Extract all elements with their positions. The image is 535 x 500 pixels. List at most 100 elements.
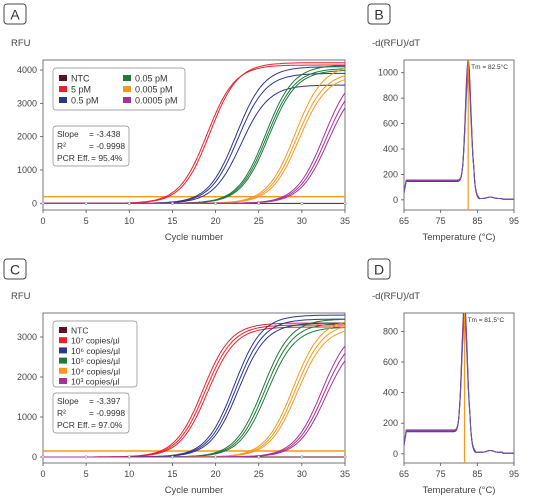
baseline-marker <box>170 201 174 205</box>
y-tick-label: 4000 <box>17 65 37 75</box>
amplification-curve <box>43 360 345 458</box>
baseline-marker <box>84 455 88 459</box>
x-tick-label: 20 <box>211 469 221 479</box>
stats-name: Slope <box>57 396 79 406</box>
baseline-marker <box>84 201 88 205</box>
panel-label-box <box>3 3 27 25</box>
x-tick-label: 5 <box>84 216 89 226</box>
x-tick-label: 10 <box>124 469 134 479</box>
plot-area-C: 0 5 10 15 20 25 30 35 0 1000 2000 3000 Cycle number R… <box>11 291 350 496</box>
baseline-marker <box>127 455 131 459</box>
x-axis-label: Cycle number <box>165 232 224 243</box>
legend-swatch <box>59 75 67 81</box>
stats-name: PCR Eff. <box>57 420 90 430</box>
x-tick-label: 75 <box>436 469 446 479</box>
legend-label: NTC <box>71 74 90 84</box>
baseline-marker <box>343 201 347 205</box>
y-tick-label: 0 <box>393 449 398 459</box>
panel-label-box <box>367 3 391 25</box>
x-tick-label: 65 <box>399 216 409 226</box>
y-tick-label: 600 <box>383 357 398 367</box>
y-axis-label: -d(RFU)/dT <box>372 291 420 302</box>
stats-box: Slope = -3.397 R² = -0.9998 PCR Eff. = 97.0% <box>52 392 130 434</box>
stats-value: = -0.9998 <box>89 408 125 418</box>
legend-label: 0.005 pM <box>135 85 173 95</box>
y-tick-label: 1000 <box>17 165 37 175</box>
baseline-marker <box>257 201 261 205</box>
x-tick-label: 95 <box>509 469 519 479</box>
legend-swatch <box>123 86 131 92</box>
baseline-marker <box>214 201 218 205</box>
x-tick-label: 65 <box>399 469 409 479</box>
legend-swatch <box>59 97 67 103</box>
y-tick-label: 400 <box>383 144 398 154</box>
amplification-curve <box>43 107 345 204</box>
melt-curve <box>404 321 514 454</box>
x-tick-label: 10 <box>124 216 134 226</box>
legend-label: 0.05 pM <box>135 74 168 84</box>
stats-name: Slope <box>57 129 79 139</box>
stats-name: PCR Eff. <box>57 153 90 163</box>
y-tick-label: 1000 <box>17 412 37 422</box>
legend-swatch <box>59 327 67 333</box>
stats-name: R² <box>57 408 66 418</box>
stats-frame <box>52 392 130 434</box>
baseline-marker <box>257 455 261 459</box>
stats-name: R² <box>57 141 66 151</box>
stats-frame <box>52 125 130 167</box>
x-tick-label: 95 <box>509 216 519 226</box>
legend-label: 10⁴ copies/µl <box>71 366 120 376</box>
baseline-marker <box>300 201 304 205</box>
legend-label: 0.5 pM <box>71 96 99 106</box>
legend-box <box>52 67 186 111</box>
x-tick-label: 85 <box>472 469 482 479</box>
y-tick-label: 1000 <box>378 68 398 78</box>
legend-swatch <box>59 337 67 344</box>
x-axis-label: Temperature (°C) <box>423 485 496 496</box>
baseline-marker <box>41 455 45 459</box>
legend-swatch <box>59 347 67 354</box>
stats-value: = 97.0% <box>91 420 123 430</box>
legend-box <box>52 320 138 388</box>
legend-swatch <box>59 367 67 374</box>
y-tick-label: 200 <box>383 418 398 428</box>
y-tick-label: 600 <box>383 119 398 129</box>
x-tick-label: 30 <box>297 216 307 226</box>
y-axis-label: -d(RFU)/dT <box>372 38 420 49</box>
panel-label-text: D <box>374 262 384 278</box>
stats-value: = -0.9998 <box>89 141 125 151</box>
stats-value: = -3.438 <box>89 129 121 139</box>
curves-A <box>43 62 345 204</box>
tm-label: Tm = 82.5°C <box>471 63 508 71</box>
baseline-marker <box>41 201 45 205</box>
y-tick-label: 3000 <box>17 98 37 108</box>
y-tick-label: 800 <box>383 93 398 103</box>
legend-label: NTC <box>71 326 88 336</box>
x-tick-label: 15 <box>167 469 177 479</box>
legend-swatch <box>123 97 131 103</box>
baseline-marker <box>170 455 174 459</box>
panel-label-text: C <box>10 262 20 278</box>
plot-area-D: 65 75 85 95 0 200 400 600 800 Temperature (°C) -d(… <box>372 291 519 496</box>
legend-label: 10³ copies/µl <box>71 377 119 387</box>
y-tick-label: 3000 <box>17 332 37 342</box>
legend-swatch <box>59 378 67 384</box>
stats-value: = 95.4% <box>91 153 123 163</box>
y-tick-label: 2000 <box>17 132 37 142</box>
plot-frame <box>403 59 515 211</box>
legend-label: 10⁵ copies/µl <box>71 356 120 366</box>
y-tick-label: 400 <box>383 388 398 398</box>
melt-curve <box>404 76 514 200</box>
x-axis-label: Cycle number <box>165 485 224 496</box>
x-tick-label: 5 <box>84 469 89 479</box>
x-tick-label: 30 <box>297 469 307 479</box>
y-tick-label: 200 <box>383 169 398 179</box>
panel-label-d: D <box>367 258 391 280</box>
legend-swatch <box>123 75 131 81</box>
baseline-marker <box>343 455 347 459</box>
melt-curves-D <box>404 313 514 463</box>
panel-label-b: B <box>367 3 391 25</box>
stats-value: = -3.397 <box>89 396 121 406</box>
